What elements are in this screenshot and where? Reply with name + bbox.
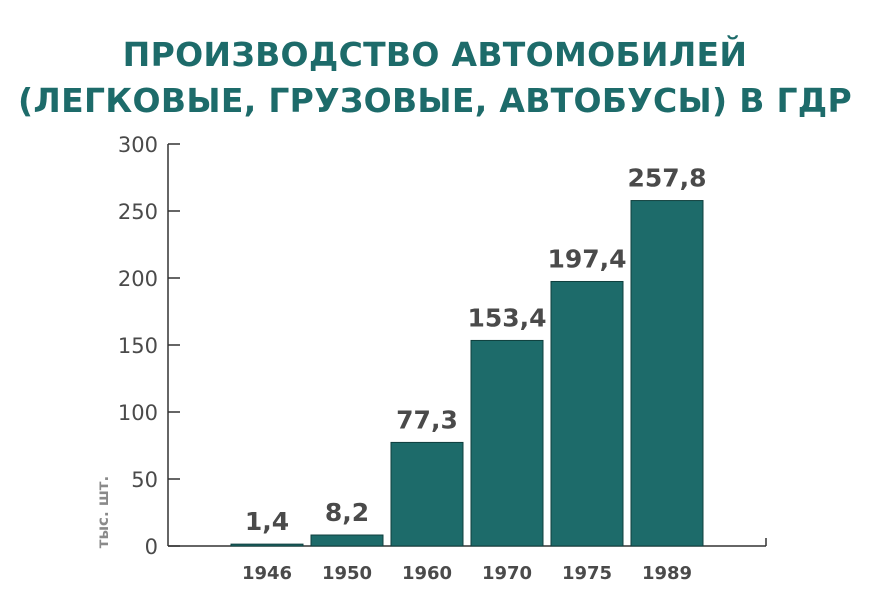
chart-title-line-1: ПРОИЗВОДСТВО АВТОМОБИЛЕЙ (122, 35, 748, 74)
value-label-1946: 1,4 (245, 507, 289, 536)
bar-1950 (310, 534, 384, 547)
value-label-1970: 153,4 (467, 303, 546, 332)
y-tick-label: 100 (118, 401, 158, 425)
chart-title-line-2: (ЛЕГКОВЫЕ, ГРУЗОВЫЕ, АВТОБУСЫ) В ГДР (18, 81, 852, 120)
category-label-1946: 1946 (242, 563, 292, 584)
category-label-1970: 1970 (482, 563, 532, 584)
category-labels: 1946 1950 1960 1970 1975 1989 (242, 563, 692, 584)
value-label-1950: 8,2 (325, 498, 369, 527)
bar-1960 (390, 441, 464, 547)
y-axis-unit-label: тыс. шт. (94, 476, 112, 548)
y-axis: 0 50 100 150 200 250 300 (118, 133, 180, 559)
value-label-1960: 77,3 (396, 405, 458, 434)
category-label-1960: 1960 (402, 563, 452, 584)
category-label-1950: 1950 (322, 563, 372, 584)
bar-1970 (470, 339, 544, 547)
chart-title: ПРОИЗВОДСТВО АВТОМОБИЛЕЙ (ЛЕГКОВЫЕ, ГРУЗ… (0, 32, 870, 124)
y-tick-label: 250 (118, 200, 158, 224)
y-tick-label: 200 (118, 267, 158, 291)
bars (230, 200, 704, 547)
category-label-1989: 1989 (642, 563, 692, 584)
bar-1989 (630, 200, 704, 547)
value-label-1975: 197,4 (547, 244, 626, 273)
bar-1946 (230, 543, 304, 547)
y-tick-label: 150 (118, 334, 158, 358)
y-tick-label: 50 (131, 468, 158, 492)
category-label-1975: 1975 (562, 563, 612, 584)
y-tick-label: 300 (118, 133, 158, 157)
value-label-1989: 257,8 (627, 164, 706, 193)
y-tick-label: 0 (145, 535, 158, 559)
value-labels: 1,4 8,2 77,3 153,4 197,4 257,8 (245, 164, 707, 537)
bar-1975 (550, 280, 624, 547)
